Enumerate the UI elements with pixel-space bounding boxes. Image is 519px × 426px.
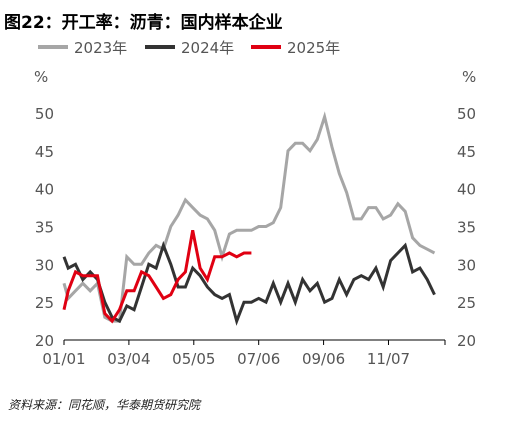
y-axis-unit-left: % [34, 68, 48, 86]
y-tick-right: 40 [457, 181, 476, 199]
series-line [62, 230, 252, 324]
series-line [62, 240, 436, 326]
y-tick-left: 20 [35, 332, 54, 350]
series-layer [62, 111, 436, 326]
x-tick-label: 03/04 [107, 350, 150, 368]
x-tick-label: 07/06 [237, 350, 280, 368]
chart-title: 图22：开工率：沥青：国内样本企业 [4, 13, 283, 33]
legend-label: 2023年 [74, 39, 127, 57]
y-tick-left: 50 [35, 105, 54, 123]
y-tick-left: 35 [35, 219, 54, 237]
legend-label: 2024年 [181, 39, 234, 57]
x-tick-label: 01/01 [42, 350, 85, 368]
y-axis-right: 20 25 30 35 40 45 50 [457, 105, 476, 350]
x-tick-label: 09/06 [302, 350, 345, 368]
series-line [62, 111, 436, 323]
y-axis-unit-right: % [462, 68, 476, 86]
y-tick-right: 45 [457, 143, 476, 161]
legend: 2023年 2024年 2025年 [38, 39, 340, 57]
x-axis: 01/01 03/04 05/05 07/06 09/06 11/07 [42, 340, 446, 368]
y-tick-right: 50 [457, 105, 476, 123]
y-tick-right: 35 [457, 219, 476, 237]
y-tick-left: 40 [35, 181, 54, 199]
y-tick-right: 30 [457, 256, 476, 274]
x-tick-label: 11/07 [367, 350, 410, 368]
x-tick-label: 05/05 [172, 350, 215, 368]
legend-label: 2025年 [287, 39, 340, 57]
y-tick-right: 25 [457, 294, 476, 312]
y-tick-left: 25 [35, 294, 54, 312]
y-tick-left: 30 [35, 256, 54, 274]
y-tick-right: 20 [457, 332, 476, 350]
y-axis-left: 20 25 30 35 40 45 50 [35, 105, 54, 350]
y-tick-left: 45 [35, 143, 54, 161]
source-note: 资料来源：同花顺，华泰期货研究院 [8, 398, 201, 412]
